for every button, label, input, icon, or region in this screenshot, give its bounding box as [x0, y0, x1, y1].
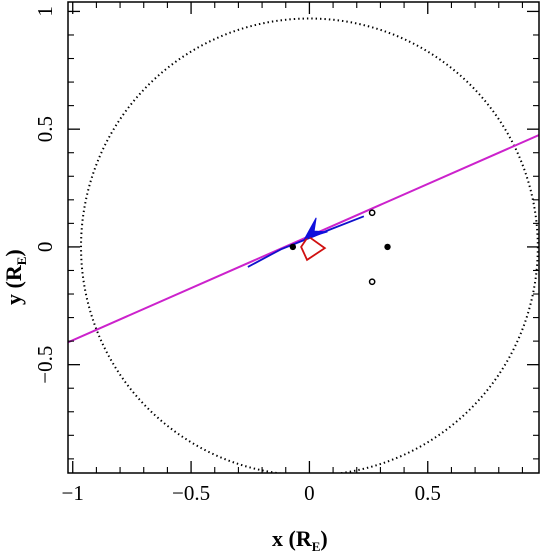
x-tick-label: 0 [304, 481, 315, 505]
direction-arrow-icon [303, 217, 328, 240]
y-tick-label: 1 [33, 6, 57, 17]
einstein-ring [80, 17, 539, 473]
x-tick-label: 0.5 [415, 481, 441, 505]
x-axis-label: x (RE) [272, 526, 328, 554]
y-axis-label: y (RE) [1, 249, 29, 305]
x-tick-label: −0.5 [172, 481, 210, 505]
planet-position-marker [368, 278, 376, 286]
source-trajectory-line [68, 134, 539, 344]
caustic-curve [300, 235, 327, 262]
y-axis-ticks: 1 0.5 0 −0.5 [33, 6, 539, 460]
plot-frame [67, 1, 540, 474]
planet-position-marker [368, 209, 376, 217]
plot-content [68, 17, 539, 473]
planet-positions [368, 209, 376, 286]
y-tick-label: 0 [33, 242, 57, 253]
lens-masses [289, 243, 391, 251]
lens-mass-point [289, 243, 297, 251]
y-tick-label: −0.5 [33, 346, 57, 384]
x-tick-label: −1 [62, 481, 84, 505]
lens-mass-point [384, 243, 391, 251]
x-axis-ticks: −1 −0.5 0 0.5 [62, 2, 523, 505]
y-tick-label: 0.5 [33, 116, 57, 142]
